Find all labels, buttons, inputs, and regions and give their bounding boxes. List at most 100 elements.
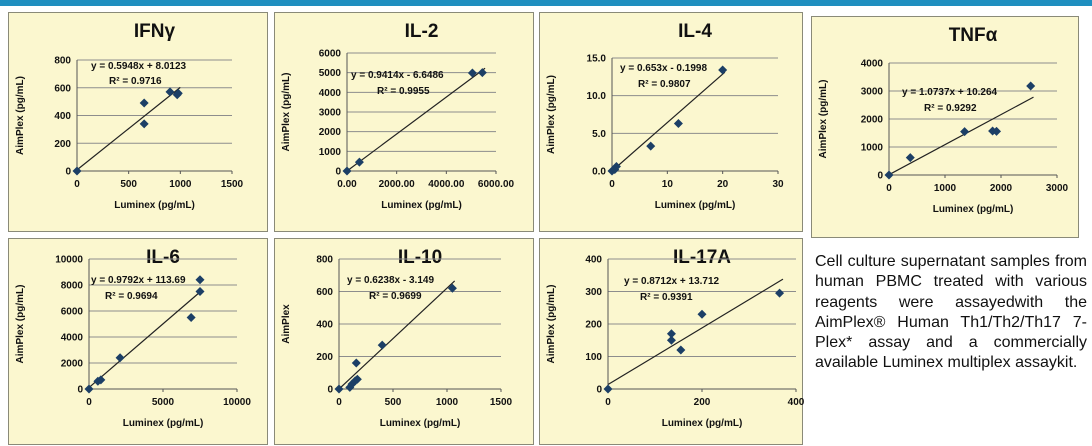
y-tick-label: 800: [316, 255, 333, 266]
x-tick-label: 400: [788, 397, 805, 408]
y-axis-label: AimPlex (pg/mL): [15, 285, 26, 364]
y-tick-label: 6000: [61, 307, 84, 318]
data-point: [666, 335, 676, 345]
trendline: [611, 71, 726, 172]
y-tick-label: 2000: [61, 359, 84, 370]
data-point: [676, 345, 686, 355]
x-tick-label: 20: [717, 179, 729, 190]
chart-title: IL-10: [398, 247, 442, 268]
y-tick-label: 600: [316, 287, 333, 298]
chart-panel-il6: IL-6 0 2000 4000 6000 8000 10000 0 5000 10000 Lumi…: [8, 238, 268, 445]
y-tick-label: 2000: [319, 127, 342, 138]
y-tick-label: 200: [585, 320, 602, 331]
x-tick-label: 1000: [169, 179, 192, 190]
header-bar: [0, 0, 1092, 6]
data-point: [72, 166, 82, 176]
y-axis-label: AimPlex (pg/mL): [818, 80, 829, 159]
chart-panel-tnfa: TNFα 0 1000 2000 3000 4000 0 1000 2000 3000 Lumine…: [811, 16, 1079, 238]
x-tick-label: 0: [86, 397, 92, 408]
chart-svg-tnfa: TNFα 0 1000 2000 3000 4000 0 1000 2000 3000 Lumine…: [818, 25, 1069, 215]
x-tick-label: 4000.00: [428, 179, 465, 190]
y-tick-label: 200: [54, 139, 71, 150]
x-tick-label: 200: [694, 397, 711, 408]
r-squared: R² = 0.9699: [369, 291, 422, 302]
chart-title: IFNγ: [134, 21, 176, 42]
y-tick-label: 3000: [861, 87, 884, 98]
x-axis-label: Luminex (pg/mL): [380, 418, 461, 429]
data-point: [666, 329, 676, 339]
y-tick-label: 1000: [319, 147, 342, 158]
chart-panel-il2: IL-2 0 1000 2000 3000 4000 5000 6000 0.00 2000.00…: [274, 12, 534, 232]
chart-panel-il10: IL-10 0 200 400 600 800 0 500 1000 1500 Luminex (p…: [274, 238, 534, 445]
trendline: [346, 67, 486, 172]
x-tick-label: 30: [772, 179, 784, 190]
chart-svg-il10: IL-10 0 200 400 600 800 0 500 1000 1500 Luminex (p…: [281, 247, 513, 429]
data-point: [377, 340, 387, 350]
regression-equation: y = 1.0737x + 10.264: [902, 87, 998, 98]
x-tick-label: 10000: [223, 397, 251, 408]
x-tick-label: 1000: [934, 183, 957, 194]
y-tick-label: 5000: [319, 68, 342, 79]
data-point: [477, 68, 487, 78]
y-tick-label: 0: [596, 385, 602, 396]
y-tick-label: 800: [54, 56, 71, 67]
data-point: [195, 287, 205, 296]
data-point: [992, 126, 1002, 136]
chart-panel-il4: IL-4 0.0 5.0 10.0 15.0 0 10 20 30 Luminex (pg/mL)…: [539, 12, 803, 232]
data-point: [352, 374, 362, 384]
y-tick-label: 5.0: [592, 129, 606, 140]
regression-equation: y = 0.653x - 0.1998: [620, 63, 707, 74]
y-tick-label: 0: [65, 167, 71, 178]
figure-caption: Cell culture supernatant samples from hu…: [815, 253, 1087, 372]
y-tick-label: 3000: [319, 108, 342, 119]
x-tick-label: 10: [662, 179, 674, 190]
x-tick-label: 2000: [990, 183, 1013, 194]
regression-equation: y = 0.8712x + 13.712: [624, 276, 720, 287]
regression-equation: y = 0.9414x - 6.6486: [351, 70, 444, 81]
y-tick-label: 400: [316, 320, 333, 331]
chart-title: IL-17A: [673, 247, 731, 268]
data-point: [165, 87, 175, 97]
y-axis-label: AimPlex (pg/mL): [546, 75, 557, 154]
y-tick-label: 100: [585, 352, 602, 363]
data-point: [1026, 81, 1036, 91]
data-point: [96, 375, 106, 385]
x-tick-label: 0: [886, 183, 892, 194]
regression-equation: y = 0.6238x - 3.149: [347, 275, 434, 286]
y-tick-label: 8000: [61, 281, 84, 292]
chart-title: IL-6: [146, 247, 180, 268]
y-tick-label: 1000: [861, 143, 884, 154]
x-tick-label: 3000: [1046, 183, 1069, 194]
x-tick-label: 500: [120, 179, 137, 190]
chart-title: TNFα: [949, 25, 998, 46]
data-point: [173, 88, 183, 98]
x-tick-label: 6000.00: [478, 179, 515, 190]
x-tick-label: 0: [605, 397, 611, 408]
y-tick-label: 0: [327, 385, 333, 396]
y-tick-label: 600: [54, 83, 71, 94]
data-point: [354, 157, 364, 167]
regression-equation: y = 0.5948x + 8.0123: [91, 61, 187, 72]
x-tick-label: 2000.00: [379, 179, 416, 190]
x-axis-label: Luminex (pg/mL): [655, 200, 736, 211]
chart-panel-ifng: IFNγ 0 200 400 600 800 0 500 1000 1500 Luminex (pg…: [8, 12, 268, 232]
data-point: [447, 283, 457, 293]
r-squared: R² = 0.9716: [109, 76, 162, 87]
y-tick-label: 4000: [319, 88, 342, 99]
data-point: [195, 275, 205, 285]
x-axis-label: Luminex (pg/mL): [114, 200, 195, 211]
chart-svg-il4: IL-4 0.0 5.0 10.0 15.0 0 10 20 30 Luminex (pg/mL)…: [546, 21, 784, 211]
y-tick-label: 0: [77, 385, 83, 396]
x-tick-label: 0: [609, 179, 615, 190]
data-point: [673, 119, 683, 129]
data-point: [186, 313, 196, 322]
y-tick-label: 4000: [861, 59, 884, 70]
y-axis-label: AimPlex (pg/mL): [15, 76, 26, 155]
data-point: [342, 166, 352, 176]
data-point: [960, 127, 970, 137]
y-tick-label: 4000: [61, 333, 84, 344]
y-tick-label: 400: [585, 255, 602, 266]
y-tick-label: 10000: [55, 255, 83, 266]
x-tick-label: 0: [74, 179, 80, 190]
y-tick-label: 300: [585, 287, 602, 298]
